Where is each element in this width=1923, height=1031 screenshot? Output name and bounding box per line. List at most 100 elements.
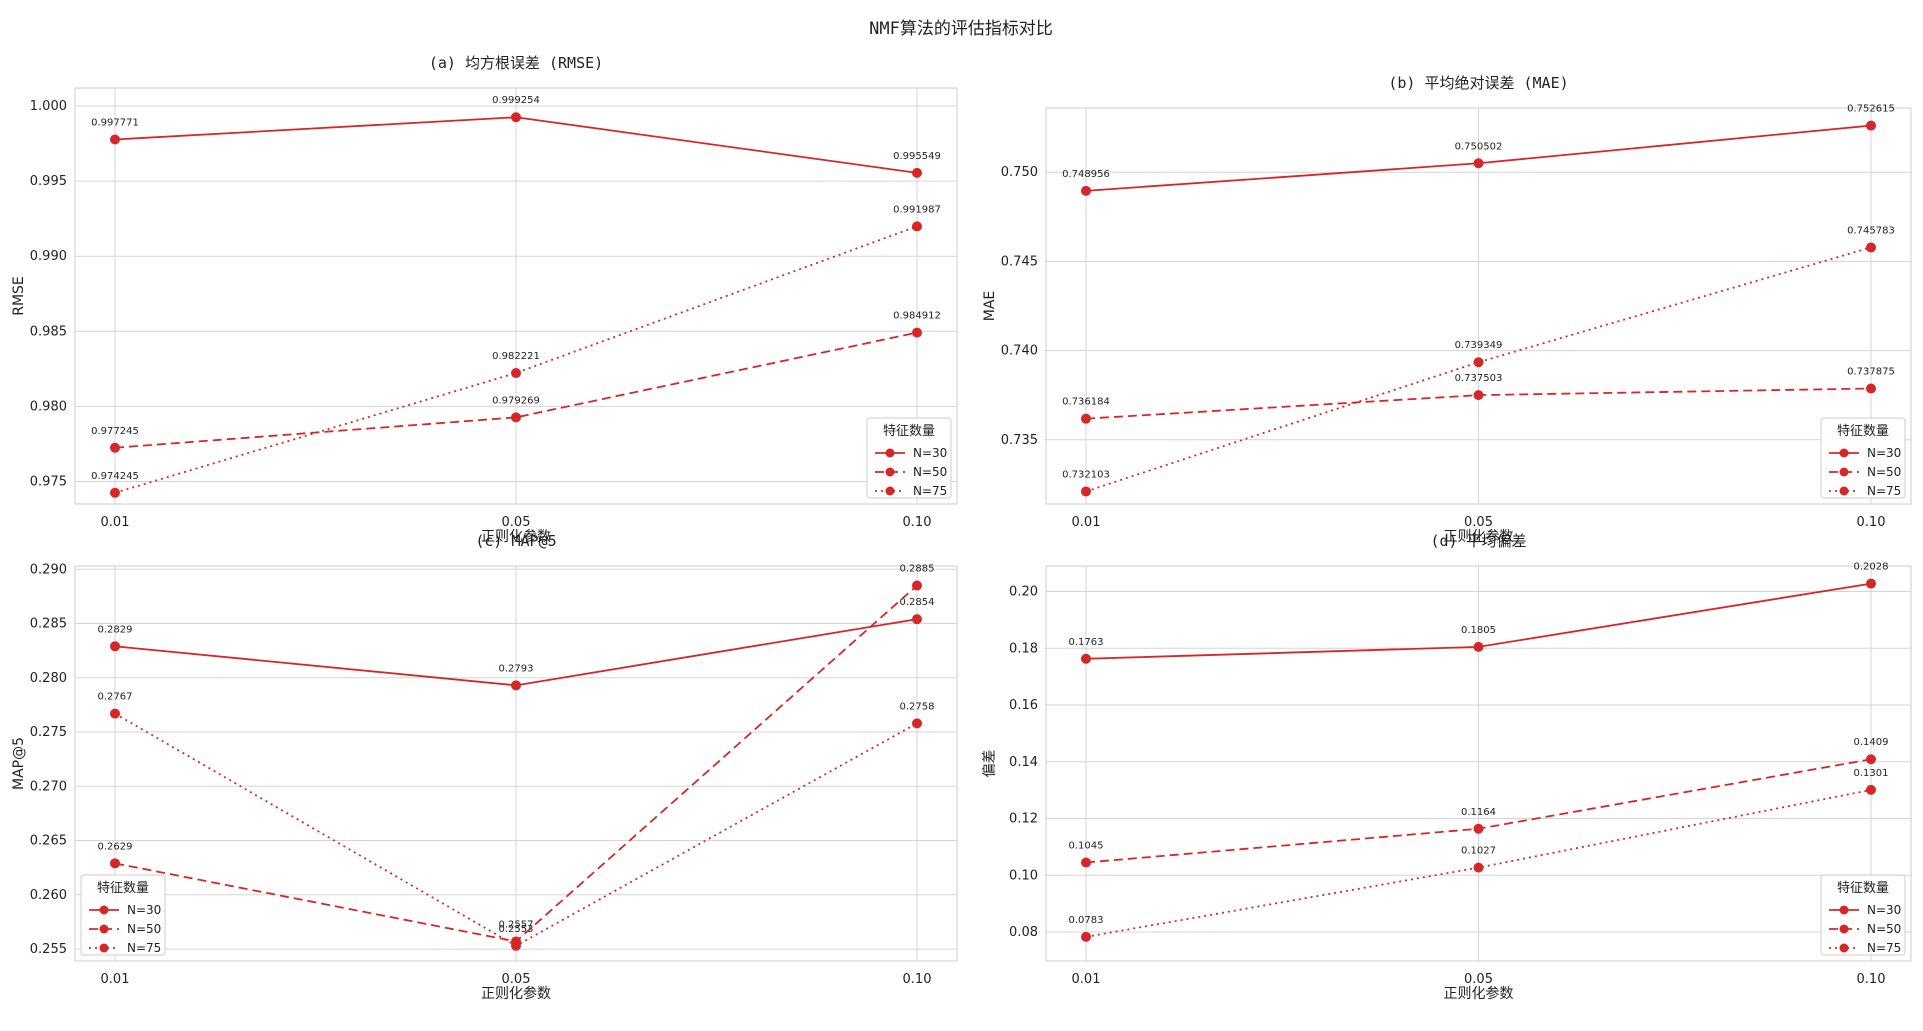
data-point — [912, 580, 922, 591]
data-point — [110, 641, 120, 652]
legend: 特征数量 N=30 N=50 N=75 — [80, 874, 166, 956]
legend-title: 特征数量 — [1837, 881, 1889, 896]
data-label: 0.984912 — [893, 311, 941, 322]
data-label: 0.1763 — [1069, 637, 1104, 648]
legend-marker — [1839, 905, 1849, 915]
data-label: 0.0783 — [1069, 915, 1104, 926]
data-point — [511, 940, 521, 951]
x-tick-label: 0.10 — [903, 515, 932, 530]
y-axis-label: MAP@5 — [11, 737, 27, 790]
y-tick-label: 0.10 — [1009, 868, 1038, 883]
chart-panel-1: 0.975 0.980 0.985 0.990 0.995 1.000 0.01 0.05 0.… — [11, 54, 958, 545]
series-line-N=75 — [114, 225, 918, 494]
legend-title: 特征数量 — [883, 424, 935, 439]
x-tick-label: 0.05 — [502, 515, 531, 530]
y-tick-label: 0.265 — [30, 834, 67, 849]
y-tick-label: 0.14 — [1009, 755, 1038, 770]
data-label: 0.739349 — [1455, 340, 1503, 351]
data-label: 0.752615 — [1847, 104, 1895, 115]
y-tick-label: 0.285 — [30, 617, 67, 632]
x-tick-label: 0.01 — [101, 515, 130, 530]
y-tick-label: 1.000 — [30, 99, 67, 114]
legend-marker — [1839, 486, 1849, 496]
legend-marker — [885, 486, 895, 496]
x-tick-label: 0.01 — [1072, 515, 1101, 530]
y-tick-label: 0.990 — [30, 249, 67, 264]
data-label: 0.2885 — [900, 564, 935, 575]
data-label: 0.2829 — [98, 624, 133, 635]
legend-label: N=30 — [1867, 903, 1901, 917]
legend-title: 特征数量 — [97, 881, 149, 896]
legend-marker — [99, 905, 109, 915]
data-label: 0.1045 — [1069, 841, 1104, 852]
data-point — [1473, 357, 1484, 368]
data-point — [110, 442, 120, 453]
data-label: 0.1409 — [1854, 737, 1889, 748]
chart-panel-4: 0.08 0.10 0.12 0.14 0.16 0.18 0.20 0.01 0.05 0.10… — [982, 532, 1912, 1002]
y-tick-label: 0.750 — [1001, 165, 1038, 180]
data-label: 0.750502 — [1455, 141, 1503, 152]
data-point — [912, 614, 922, 625]
data-point — [110, 858, 120, 869]
data-point — [511, 368, 521, 379]
legend-label: N=30 — [913, 446, 947, 460]
y-tick-label: 0.280 — [30, 671, 67, 686]
legend-label: N=30 — [127, 903, 161, 917]
y-tick-label: 0.20 — [1009, 585, 1038, 600]
data-point — [1473, 641, 1484, 652]
panel-title: (b) 平均绝对误差 (MAE) — [1388, 74, 1568, 92]
legend-label: N=50 — [1867, 465, 1901, 479]
data-label: 0.991987 — [893, 204, 941, 215]
series-line-N=75 — [1085, 246, 1872, 493]
y-tick-label: 0.975 — [30, 474, 67, 489]
legend-label: N=50 — [1867, 922, 1901, 936]
data-point — [1866, 383, 1876, 394]
data-point — [110, 708, 120, 719]
data-point — [110, 487, 120, 498]
data-label: 0.1027 — [1461, 846, 1496, 857]
x-axis-label: 正则化参数 — [481, 528, 551, 545]
data-label: 0.977245 — [91, 426, 139, 437]
data-point — [511, 412, 521, 423]
data-point — [1081, 857, 1091, 868]
x-tick-label: 0.05 — [502, 972, 531, 987]
y-tick-label: 0.745 — [1001, 254, 1038, 269]
data-label: 0.748956 — [1062, 169, 1110, 180]
data-point — [1081, 653, 1091, 664]
data-point — [1081, 185, 1091, 196]
data-point — [1866, 754, 1876, 765]
y-tick-label: 0.735 — [1001, 433, 1038, 448]
legend-marker — [885, 467, 895, 477]
data-point — [511, 112, 521, 123]
data-label: 0.732103 — [1062, 469, 1110, 480]
data-label: 0.737503 — [1455, 373, 1503, 384]
data-label: 0.737875 — [1847, 367, 1895, 378]
data-label: 0.1301 — [1854, 768, 1889, 779]
data-label: 0.995549 — [893, 151, 941, 162]
legend-label: N=50 — [913, 465, 947, 479]
data-point — [1866, 784, 1876, 795]
x-tick-label: 0.10 — [1857, 515, 1886, 530]
y-tick-label: 0.275 — [30, 725, 67, 740]
data-label: 0.736184 — [1062, 397, 1110, 408]
data-point — [1473, 862, 1484, 873]
legend: 特征数量 N=30 N=50 N=75 — [1820, 874, 1906, 956]
chart-panel-3: 0.255 0.260 0.265 0.270 0.275 0.280 0.285 0.290… — [11, 532, 958, 1002]
x-axis-label: 正则化参数 — [1444, 985, 1514, 1002]
x-axis-label: 正则化参数 — [481, 985, 551, 1002]
y-tick-label: 0.995 — [30, 174, 67, 189]
legend-marker — [885, 448, 895, 458]
legend-label: N=75 — [1867, 484, 1901, 498]
data-label: 0.2767 — [98, 692, 133, 703]
data-point — [1081, 413, 1091, 424]
legend-title: 特征数量 — [1837, 424, 1889, 439]
y-tick-label: 0.255 — [30, 942, 67, 957]
y-tick-label: 0.290 — [30, 562, 67, 577]
panel-title: (d) 平均偏差 — [1430, 532, 1526, 550]
legend-label: N=75 — [913, 484, 947, 498]
legend-marker — [1839, 924, 1849, 934]
data-label: 0.979269 — [492, 395, 540, 406]
panel-title: (a) 均方根误差 (RMSE) — [429, 54, 603, 72]
legend-label: N=75 — [127, 941, 161, 955]
